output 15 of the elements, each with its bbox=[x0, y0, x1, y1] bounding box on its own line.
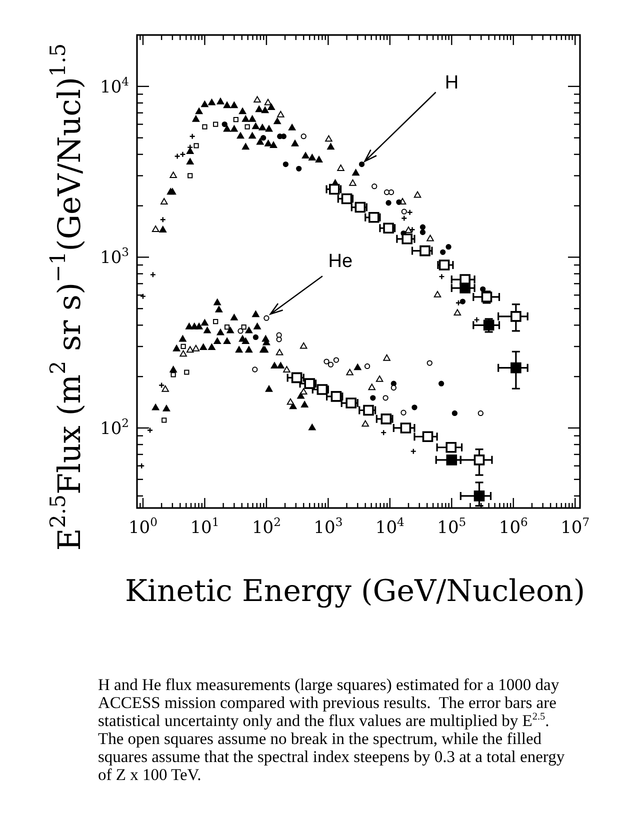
y-tick-label: 10$^{2}$ bbox=[100, 416, 129, 439]
x-axis-title: Kinetic Energy (GeV/Nucleon) bbox=[124, 574, 586, 609]
x-tick-label: 10$^{2}$ bbox=[252, 515, 281, 538]
x-tick-label: 10$^{6}$ bbox=[498, 515, 528, 538]
x-tick-label: 10$^{5}$ bbox=[437, 515, 466, 538]
x-tick-label: 10$^{4}$ bbox=[375, 515, 404, 538]
x-tick-label: 10$^{0}$ bbox=[128, 515, 158, 538]
annotation: H bbox=[444, 72, 459, 93]
annotation: He bbox=[328, 250, 353, 272]
x-tick-label: 10$^{7}$ bbox=[560, 515, 590, 538]
text: H and He flux measurements (large squares) estimated for a 1000 day ACCESS mission compared with previous results. The error bars are statistical uncertainty only and the flux values are multiplied by E$^{2.5}$. The open squares assume no break in the spectrum, while the filled squares assume that the spectral index steepens by 0.3 at a total energy of Z x 100 TeV. bbox=[98, 675, 566, 784]
y-tick-label: 10$^{3}$ bbox=[100, 245, 129, 268]
x-tick-label: 10$^{3}$ bbox=[314, 515, 343, 538]
x-tick-label: 10$^{1}$ bbox=[190, 515, 220, 538]
y-tick-label: 10$^{4}$ bbox=[100, 74, 129, 98]
